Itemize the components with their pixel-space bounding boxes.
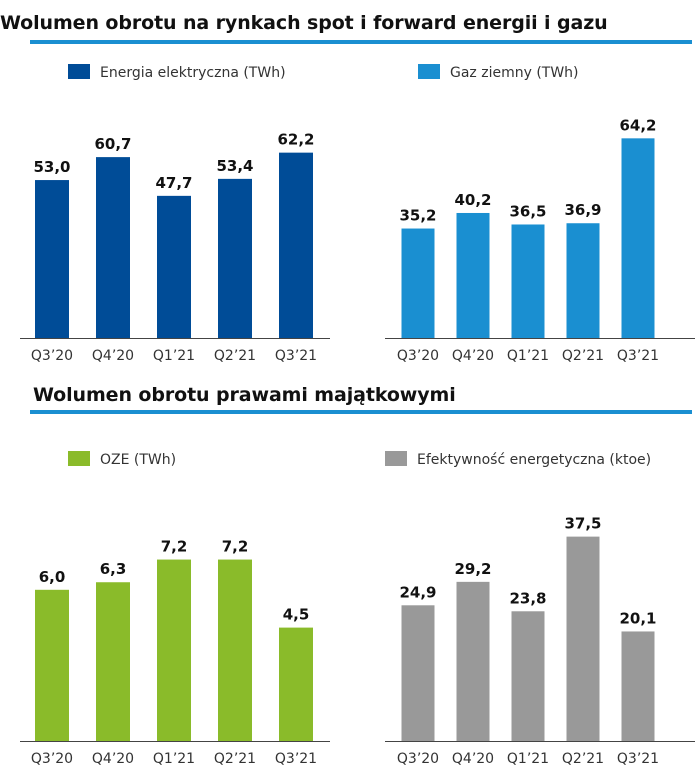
section-title-property-rights: Wolumen obrotu prawami majątkowymi (33, 384, 456, 406)
bar (96, 582, 130, 741)
x-tick-label: Q1’21 (507, 348, 549, 364)
x-tick-label: Q3’21 (617, 348, 659, 364)
x-tick-label: Q3’21 (617, 751, 659, 767)
x-tick-label: Q3’21 (275, 348, 317, 364)
x-tick-label: Q2’21 (214, 348, 256, 364)
x-tick-label: Q1’21 (507, 751, 549, 767)
data-label: 4,5 (283, 606, 310, 624)
legend-label: Energia elektryczna (TWh) (100, 65, 286, 81)
bar (566, 223, 600, 338)
x-tick-label: Q3’20 (397, 751, 439, 767)
data-label: 64,2 (619, 116, 656, 134)
data-label: 7,2 (222, 538, 249, 556)
x-tick-label: Q3’20 (397, 348, 439, 364)
bar (35, 180, 69, 338)
bar (621, 631, 655, 741)
data-label: 40,2 (454, 191, 491, 209)
data-label: 6,0 (39, 568, 66, 586)
x-tick-label: Q1’21 (153, 751, 195, 767)
x-tick-label: Q3’20 (31, 751, 73, 767)
legend-swatch (68, 451, 90, 466)
data-label: 23,8 (509, 589, 546, 607)
data-label: 62,2 (277, 131, 314, 149)
x-tick-label: Q2’21 (562, 751, 604, 767)
bar (456, 581, 490, 741)
bar (511, 224, 545, 338)
legend-label: Gaz ziemny (TWh) (450, 65, 579, 81)
data-label: 35,2 (399, 207, 436, 225)
section-rule-property-rights (30, 410, 692, 414)
x-tick-label: Q1’21 (153, 348, 195, 364)
bar (401, 228, 435, 338)
x-tick-label: Q3’21 (275, 751, 317, 767)
x-tick-label: Q4’20 (452, 348, 494, 364)
data-label: 7,2 (161, 538, 188, 556)
legend-swatch (418, 64, 440, 79)
section-rule-spot-forward (30, 40, 692, 44)
bar (218, 559, 252, 741)
data-label: 47,7 (155, 174, 192, 192)
data-label: 20,1 (619, 609, 656, 627)
x-tick-label: Q4’20 (92, 348, 134, 364)
data-label: 6,3 (100, 560, 127, 578)
legend-label: OZE (TWh) (100, 452, 176, 468)
x-tick-label: Q4’20 (452, 751, 494, 767)
data-label: 53,4 (216, 157, 253, 175)
legend-swatch (385, 451, 407, 466)
bar (157, 559, 191, 741)
bar (566, 536, 600, 741)
bar (621, 138, 655, 338)
bar (511, 611, 545, 741)
bar (279, 627, 313, 741)
x-tick-label: Q2’21 (214, 751, 256, 767)
section-title-spot-forward: Wolumen obrotu na rynkach spot i forward… (0, 12, 608, 34)
data-label: 53,0 (33, 158, 70, 176)
data-label: 37,5 (564, 515, 601, 533)
data-label: 24,9 (399, 583, 436, 601)
bar (157, 195, 191, 338)
bar (218, 178, 252, 338)
bar (35, 589, 69, 741)
data-label: 60,7 (94, 135, 131, 153)
x-tick-label: Q4’20 (92, 751, 134, 767)
bar (456, 212, 490, 338)
data-label: 36,5 (509, 202, 546, 220)
bar (279, 152, 313, 338)
x-tick-label: Q2’21 (562, 348, 604, 364)
legend-label: Efektywność energetyczna (ktoe) (417, 452, 651, 468)
data-label: 36,9 (564, 201, 601, 219)
bar (96, 157, 130, 338)
x-tick-label: Q3’20 (31, 348, 73, 364)
bar (401, 605, 435, 741)
legend-swatch (68, 64, 90, 79)
data-label: 29,2 (454, 560, 491, 578)
